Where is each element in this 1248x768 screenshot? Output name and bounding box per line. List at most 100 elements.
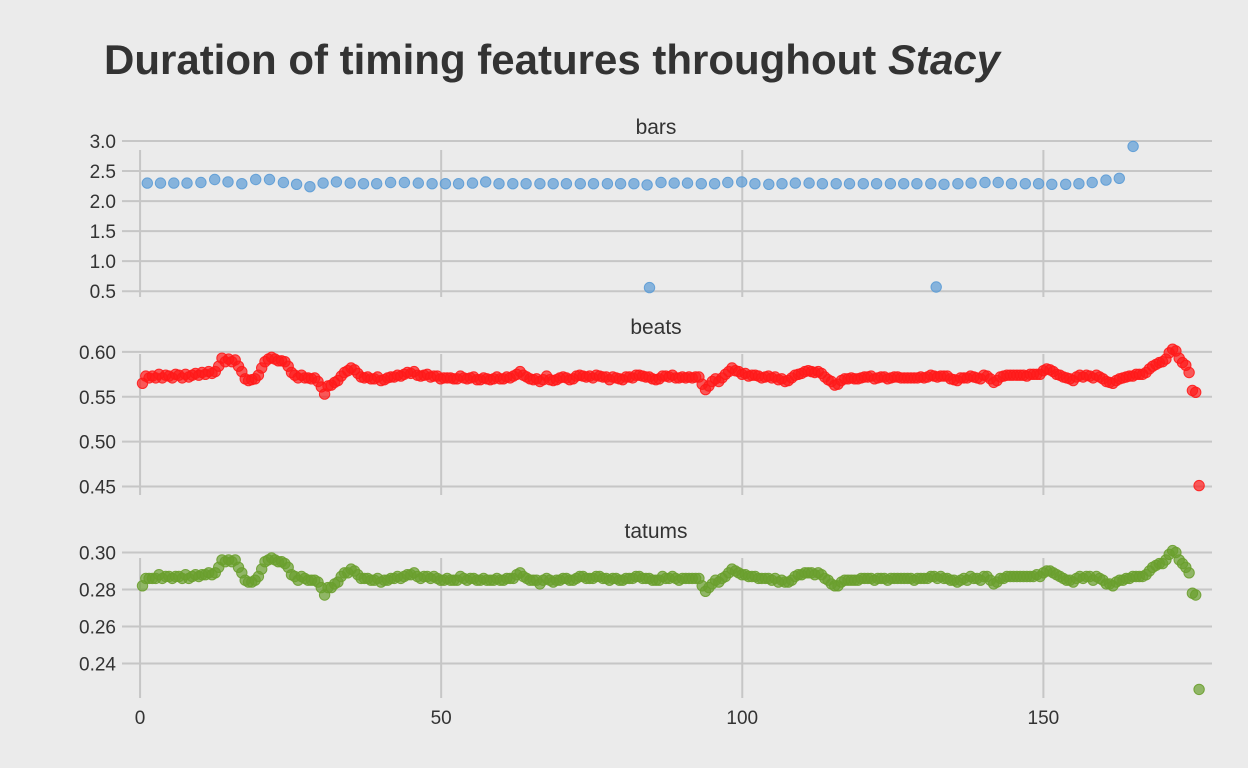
strip-label-bars: bars — [636, 116, 677, 139]
bars-point — [547, 178, 559, 190]
bars-point — [384, 176, 397, 189]
x-axis: 0 50 100 150 — [135, 708, 1059, 729]
bars-point — [1073, 178, 1085, 190]
bars-point — [263, 173, 276, 186]
bars-point — [965, 177, 977, 189]
bars-point — [1127, 140, 1139, 153]
beats-point — [1193, 479, 1205, 492]
y-tick-label: 0.24 — [79, 654, 116, 675]
bars-point — [938, 178, 950, 191]
tatums-point — [1193, 683, 1205, 696]
bars-point — [979, 176, 991, 189]
bars-point — [520, 178, 532, 190]
x-tick-label: 50 — [431, 708, 452, 729]
bars-point — [952, 178, 964, 190]
bars-point — [643, 281, 656, 294]
bars-point — [222, 176, 234, 188]
y-tick-label: 0.30 — [79, 543, 116, 564]
bars-point — [843, 178, 856, 190]
bars-point — [870, 178, 883, 190]
bars-point — [1086, 176, 1098, 189]
bars-point — [181, 177, 193, 189]
y-axis-tatums: 0.24 0.26 0.28 0.30 — [79, 543, 116, 675]
bars-point — [1046, 178, 1058, 191]
bars-point — [884, 178, 897, 190]
chart-title-song: Stacy — [888, 36, 1003, 83]
y-tick-label: 0.45 — [79, 478, 116, 499]
y-tick-label: 0.26 — [79, 617, 116, 638]
x-tick-label: 0 — [135, 708, 146, 729]
bars-point — [209, 173, 221, 186]
bars-point — [992, 176, 1004, 189]
bars-point — [141, 177, 154, 189]
bars-point — [154, 177, 167, 189]
beats-point — [1190, 386, 1202, 398]
bars-point — [628, 178, 640, 190]
bars-point — [1060, 178, 1072, 191]
y-axis-beats: 0.45 0.50 0.55 0.60 — [79, 343, 116, 499]
bars-point — [816, 178, 829, 190]
points-beats — [136, 343, 1205, 492]
strip-label-beats: beats — [630, 316, 681, 339]
bars-point — [1113, 172, 1126, 185]
panel-tatums: tatums 0.24 0.26 0.28 0.30 — [79, 520, 1212, 698]
panel-beats: beats 0.45 0.50 0.55 0.60 — [79, 316, 1212, 499]
y-tick-label: 0.60 — [79, 343, 116, 364]
bars-point — [736, 176, 748, 188]
bars-point — [412, 177, 424, 189]
bars-point — [1100, 174, 1112, 186]
bars-point — [681, 177, 694, 189]
bars-point — [614, 178, 627, 190]
bars-point — [898, 178, 910, 190]
bars-point — [708, 178, 721, 190]
bars-point — [398, 176, 411, 189]
bars-point — [857, 178, 869, 190]
bars-point — [911, 178, 923, 190]
bars-point — [344, 177, 356, 189]
bars-point — [930, 281, 942, 293]
bars-point — [789, 177, 801, 189]
bars-point — [641, 179, 653, 191]
points-tatums — [136, 544, 1205, 696]
bars-point — [668, 177, 680, 189]
y-tick-label: 3.0 — [90, 132, 116, 153]
bars-point — [290, 178, 303, 191]
bars-point — [803, 177, 815, 189]
bars-point — [587, 178, 600, 190]
tatums-point — [1190, 589, 1202, 601]
y-tick-label: 0.28 — [79, 580, 116, 601]
bars-point — [925, 178, 937, 190]
x-tick-label: 150 — [1028, 708, 1060, 729]
bars-point — [776, 178, 788, 190]
grid-beats — [122, 350, 1212, 495]
y-tick-label: 0.55 — [79, 388, 116, 409]
bars-point — [371, 178, 383, 190]
bars-point — [1032, 178, 1045, 190]
bars-point — [695, 178, 707, 190]
bars-point — [168, 177, 180, 189]
bars-point — [330, 176, 343, 188]
bars-point — [195, 176, 207, 189]
bars-point — [304, 181, 316, 193]
panel-bars: bars 0.5 1.0 1.5 2.0 2.5 3.0 — [90, 116, 1212, 303]
grid-bars — [122, 140, 1212, 297]
bars-point — [250, 173, 262, 186]
y-tick-label: 2.0 — [90, 192, 116, 213]
bars-point — [722, 176, 734, 189]
bars-point — [830, 178, 842, 190]
bars-point — [357, 178, 370, 190]
y-tick-label: 0.50 — [79, 433, 116, 454]
y-tick-label: 2.5 — [90, 162, 116, 183]
points-bars — [141, 140, 1139, 294]
bars-point — [749, 178, 761, 190]
bars-point — [452, 178, 465, 190]
bars-point — [439, 178, 452, 190]
beats-point — [1183, 366, 1195, 379]
bars-point — [574, 178, 586, 190]
bars-point — [317, 177, 329, 189]
bars-point — [1019, 178, 1032, 190]
bars-point — [480, 176, 492, 188]
bars-point — [236, 178, 248, 190]
bars-point — [763, 178, 775, 191]
